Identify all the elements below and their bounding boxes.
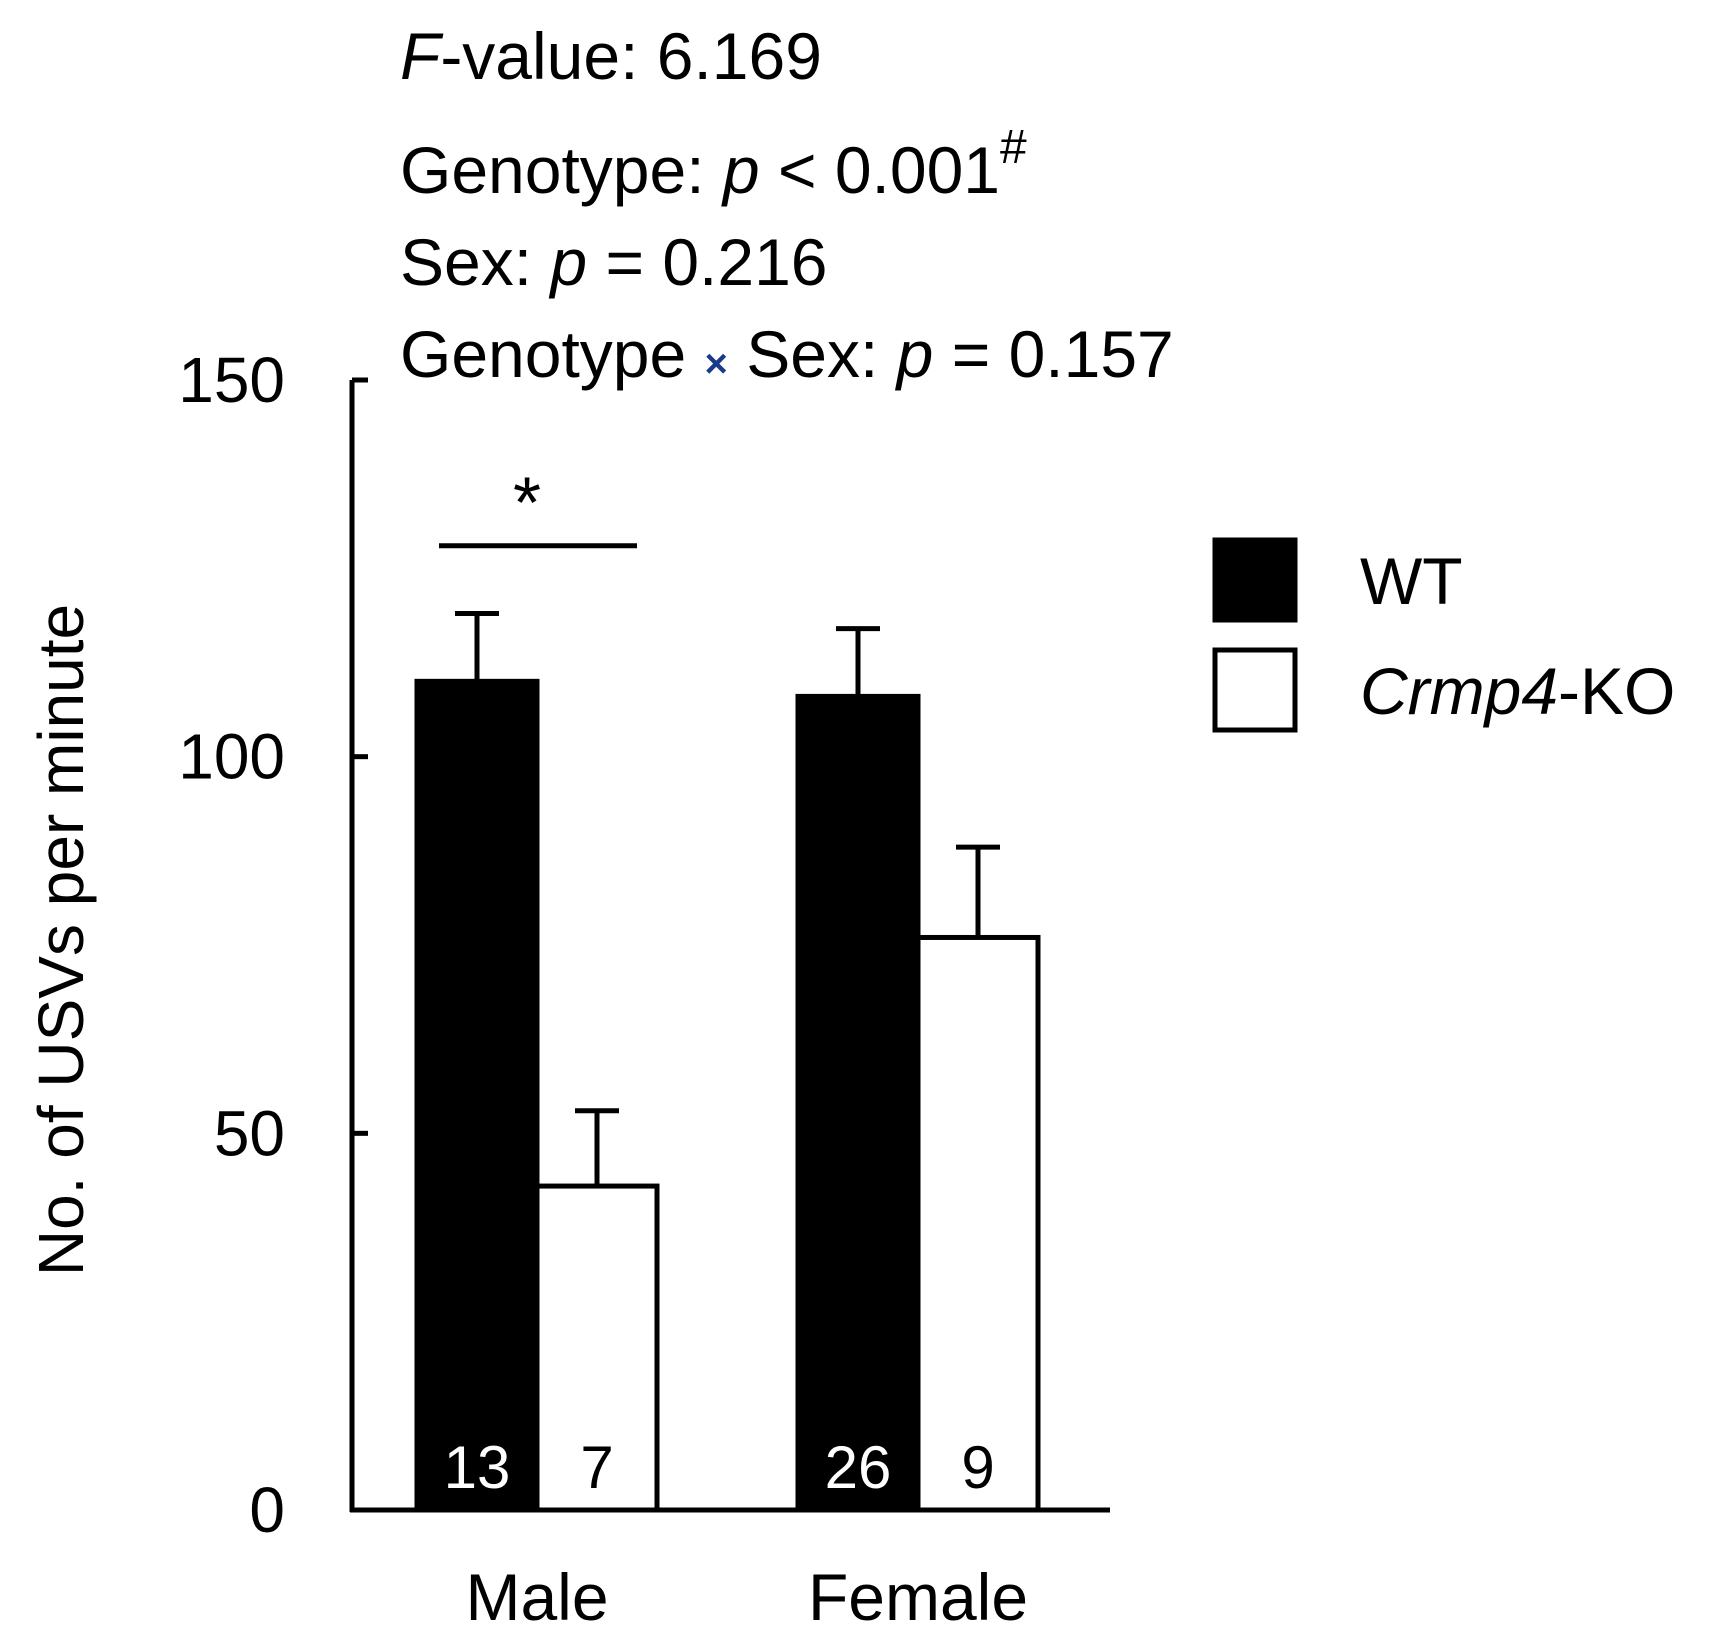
labels: 13 7 Male 26 9 Female * xyxy=(439,464,1028,1634)
y-tick-label: 150 xyxy=(178,344,285,416)
y-tick-label: 50 xyxy=(214,1097,285,1169)
anova-stats: F-value: 6.169 Genotype: p < 0.001# Sex:… xyxy=(400,10,1174,410)
fvalue-line: F-value: 6.169 xyxy=(400,19,822,93)
legend: WT Crmp4-KO xyxy=(1212,537,1675,733)
bar-n-label: 9 xyxy=(961,1434,994,1501)
y-tick-label: 100 xyxy=(178,721,285,793)
category-label: Female xyxy=(808,1560,1028,1634)
legend-label: WT xyxy=(1360,544,1463,618)
bar xyxy=(534,1183,660,1513)
sex-line: Sex: p = 0.216 xyxy=(400,225,828,299)
bar-n-label: 26 xyxy=(825,1434,892,1501)
bars xyxy=(414,611,1041,1513)
significance-star: * xyxy=(513,464,541,544)
bar xyxy=(414,678,540,1513)
interaction-line: Genotype × Sex: p = 0.157 xyxy=(400,317,1174,391)
bar xyxy=(795,693,921,1513)
y-tick-label: 0 xyxy=(249,1474,285,1546)
legend-label: Crmp4-KO xyxy=(1360,654,1675,728)
category-label: Male xyxy=(465,1560,608,1634)
legend-swatch xyxy=(1212,537,1298,623)
genotype-line: Genotype: p < 0.001# xyxy=(400,121,1027,207)
bar xyxy=(915,934,1041,1513)
axes: 0 50 100 150 xyxy=(178,344,1110,1546)
bar-n-label: 7 xyxy=(580,1434,613,1501)
bar-n-label: 13 xyxy=(444,1434,511,1501)
y-axis-label: No. of USVs per minute xyxy=(25,604,97,1276)
legend-swatch xyxy=(1212,647,1298,733)
